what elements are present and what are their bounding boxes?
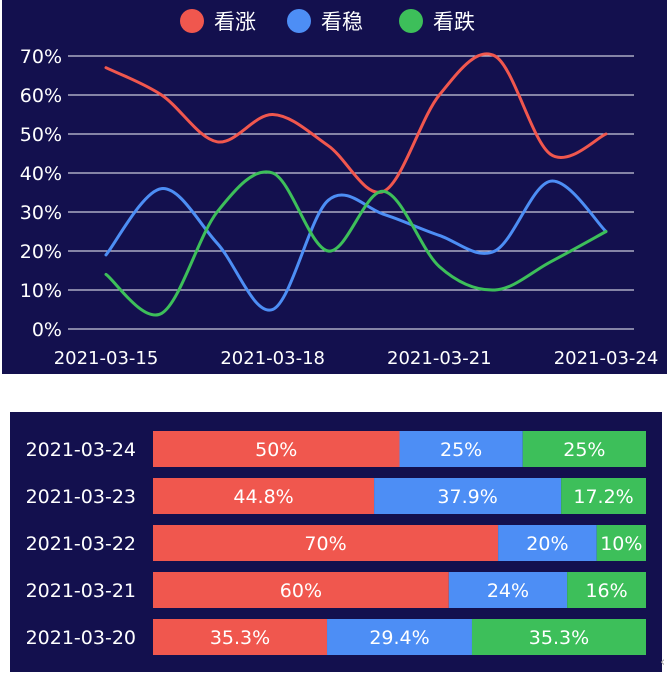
y-tick-label: 70% xyxy=(20,46,62,68)
bar-segment-2 xyxy=(471,619,646,655)
y-tick-label: 50% xyxy=(20,124,62,146)
legend-label: 看跌 xyxy=(433,10,475,34)
legend-marker xyxy=(180,9,204,33)
bar-data-label: 16% xyxy=(585,580,627,602)
bar-segment-2 xyxy=(522,431,646,467)
arrow-left-icon: ‹ xyxy=(660,655,666,670)
bar-data-label: 70% xyxy=(304,533,346,555)
legend-marker xyxy=(287,9,311,33)
bar-segment-2 xyxy=(567,572,646,608)
y-tick-label: 10% xyxy=(20,280,62,302)
bar-data-label: 35.3% xyxy=(210,627,270,649)
bar-data-label: 60% xyxy=(280,580,322,602)
y-tick-label: 40% xyxy=(20,163,62,185)
x-tick-label: 2021-03-15 xyxy=(54,348,159,369)
bar-segment-2 xyxy=(561,478,646,514)
bar-data-label: 25% xyxy=(440,439,482,461)
bar-segment-1 xyxy=(327,619,472,655)
x-tick-label: 2021-03-18 xyxy=(220,348,325,369)
stacked-bar-chart: 2021-03-24 50% 25% 25% 2021-03-23 44.8% 37.9% 1… xyxy=(26,431,646,655)
bar-data-label: 24% xyxy=(487,580,529,602)
series-line-1 xyxy=(104,179,608,312)
stacked-bar-chart-panel: 2021-03-24 50% 25% 25% 2021-03-23 44.8% 37.9% 1… xyxy=(10,412,662,672)
bar-segment-0 xyxy=(153,572,449,608)
y-tick-label: 0% xyxy=(32,319,62,341)
bar-data-label: 50% xyxy=(255,439,297,461)
bar-data-label: 35.3% xyxy=(529,627,589,649)
bar-data-label: 17.2% xyxy=(573,486,633,508)
bar-segment-1 xyxy=(448,572,568,608)
bar-segment-0 xyxy=(153,478,375,514)
y-tick-label: 20% xyxy=(20,241,62,263)
category-label: 2021-03-21 xyxy=(26,580,136,602)
x-tick-label: 2021-03-21 xyxy=(387,348,492,369)
line-chart: 0% 10% 20% 30% 40% 50% 60% 70% 2021-03-15 2021-03… xyxy=(20,9,659,369)
bar-segment-1 xyxy=(374,478,562,514)
bar-segment-1 xyxy=(399,431,523,467)
bar-segment-1 xyxy=(498,525,597,561)
bar-data-label: 10% xyxy=(600,533,642,555)
bar-segment-0 xyxy=(153,525,499,561)
legend-marker xyxy=(399,9,423,33)
legend-label: 看涨 xyxy=(214,10,256,34)
line-chart-panel: 0% 10% 20% 30% 40% 50% 60% 70% 2021-03-15 2021-03… xyxy=(2,0,667,374)
category-label: 2021-03-22 xyxy=(26,533,136,555)
bar-segment-0 xyxy=(153,431,400,467)
x-tick-label: 2021-03-24 xyxy=(554,348,659,369)
series-line-2 xyxy=(104,170,608,317)
y-tick-label: 60% xyxy=(20,85,62,107)
legend-label: 看稳 xyxy=(321,10,363,34)
bar-data-label: 20% xyxy=(526,533,568,555)
category-label: 2021-03-20 xyxy=(26,627,136,649)
series-line-0 xyxy=(104,52,608,194)
y-tick-label: 30% xyxy=(20,202,62,224)
bar-data-label: 25% xyxy=(563,439,605,461)
bar-data-label: 37.9% xyxy=(437,486,497,508)
bar-segment-2 xyxy=(596,525,646,561)
category-label: 2021-03-23 xyxy=(26,486,136,508)
category-label: 2021-03-24 xyxy=(26,439,136,461)
bar-data-label: 29.4% xyxy=(369,627,429,649)
bar-data-label: 44.8% xyxy=(233,486,293,508)
bar-segment-0 xyxy=(153,619,328,655)
